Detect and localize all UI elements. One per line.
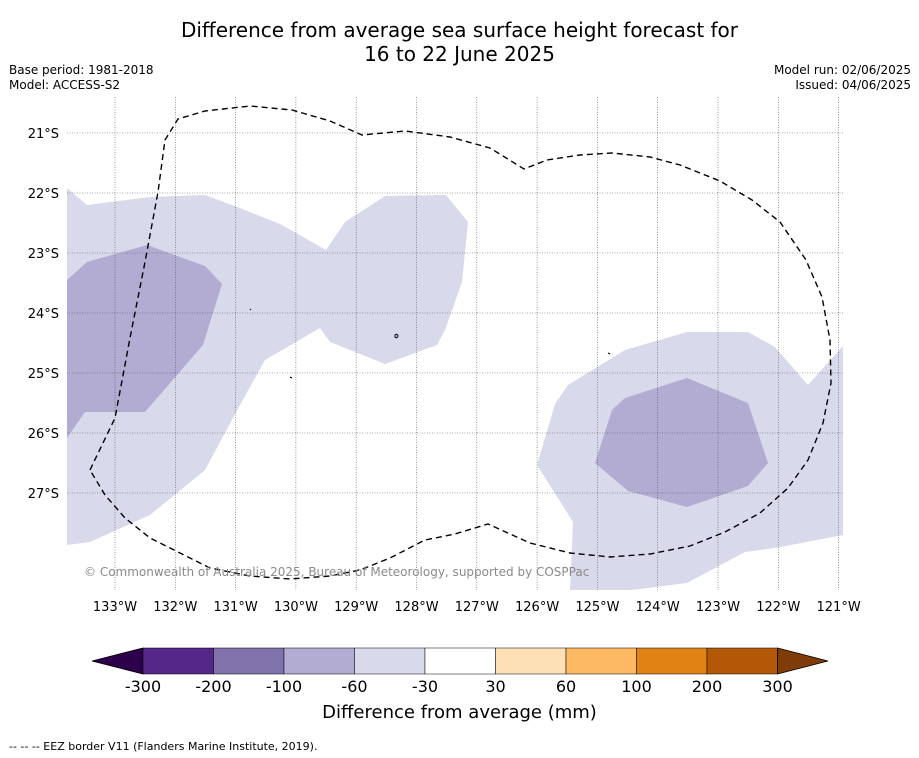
model-run: Model run: 02/06/2025 [773, 63, 911, 77]
island-marker [289, 376, 293, 379]
island-markers [249, 308, 611, 379]
anomaly-region-east-medium [595, 378, 768, 507]
longitude-label: 126°W [515, 600, 559, 615]
latitude-label: 27°S [28, 487, 59, 502]
latitude-label: 22°S [28, 187, 59, 202]
colorbar-segment [424, 647, 496, 675]
latitude-label: 23°S [28, 247, 59, 262]
graticule [67, 97, 843, 590]
colorbar-tick-label: -60 [341, 677, 368, 696]
longitude-label: 133°W [93, 600, 137, 615]
colorbar-segment [213, 647, 285, 675]
colorbar-tick-label: -300 [124, 677, 162, 696]
colorbar-tick-label: 300 [762, 677, 793, 696]
island-marker [249, 308, 252, 311]
longitude-label: 125°W [575, 600, 619, 615]
colorbar-tick-label: -30 [411, 677, 439, 696]
colorbar-segment [354, 647, 426, 675]
colorbar-segment [283, 647, 355, 675]
latitude-labels: 21°S 22°S 23°S 24°S 25°S 26°S 27°S [28, 127, 59, 502]
longitude-label: 124°W [636, 600, 680, 615]
colorbar-tick-label: 30 [485, 677, 506, 696]
colorbar-extension-low [91, 647, 144, 675]
colorbar-tick-label: 100 [621, 677, 652, 696]
longitude-label: 122°W [756, 600, 800, 615]
longitude-label: 132°W [153, 600, 197, 615]
eez-border [89, 105, 832, 580]
model-name: Model: ACCESS-S2 [9, 78, 121, 92]
colorbar-segment [142, 647, 214, 675]
colorbar-tick-label: -200 [195, 677, 232, 696]
longitude-label: 123°W [696, 600, 740, 615]
longitude-label: 130°W [274, 600, 318, 615]
meta-right: Model run: 02/06/2025 Issued: 04/06/2025 [774, 63, 911, 93]
colorbar-segment [495, 647, 567, 675]
latitude-label: 26°S [28, 427, 59, 442]
longitude-label: 129°W [334, 600, 378, 615]
colorbar-tick-label: 60 [555, 677, 577, 696]
colorbar-extension-high [777, 647, 829, 675]
longitude-labels: 133°W 132°W 131°W 130°W 129°W 128°W 127°W 126°W… [93, 600, 861, 615]
title-line-1: Difference from average sea surface heig… [180, 18, 739, 42]
colorbar [91, 647, 829, 675]
longitude-label: 128°W [394, 600, 438, 615]
colorbar-tick-label: 200 [691, 677, 723, 696]
colorbar-segment [565, 647, 637, 675]
longitude-label: 127°W [455, 600, 499, 615]
colorbar-title: Difference from average (mm) [322, 702, 597, 723]
anomaly-region-west-medium [67, 245, 222, 438]
issued-date: Issued: 04/06/2025 [795, 78, 911, 92]
latitude-label: 21°S [28, 127, 59, 142]
base-period: Base period: 1981-2018 [9, 63, 154, 77]
eez-footnote: -- -- -- EEZ border V11 (Flanders Marine… [9, 740, 318, 753]
colorbar-segment [636, 647, 708, 675]
title-line-2: 16 to 22 June 2025 [364, 42, 555, 66]
colorbar-tick-label: -100 [265, 677, 303, 696]
longitude-label: 121°W [817, 600, 861, 615]
map-title: Difference from average sea surface heig… [0, 18, 919, 66]
island-marker [394, 333, 399, 339]
longitude-label: 131°W [214, 600, 258, 615]
copyright-notice: © Commonwealth of Australia 2025, Bureau… [84, 565, 590, 579]
anomaly-fill [67, 188, 843, 590]
latitude-label: 25°S [28, 367, 59, 382]
island-marker [607, 352, 611, 355]
meta-left: Base period: 1981-2018 Model: ACCESS-S2 [9, 63, 154, 93]
colorbar-segment [706, 647, 778, 675]
latitude-label: 24°S [28, 307, 59, 322]
